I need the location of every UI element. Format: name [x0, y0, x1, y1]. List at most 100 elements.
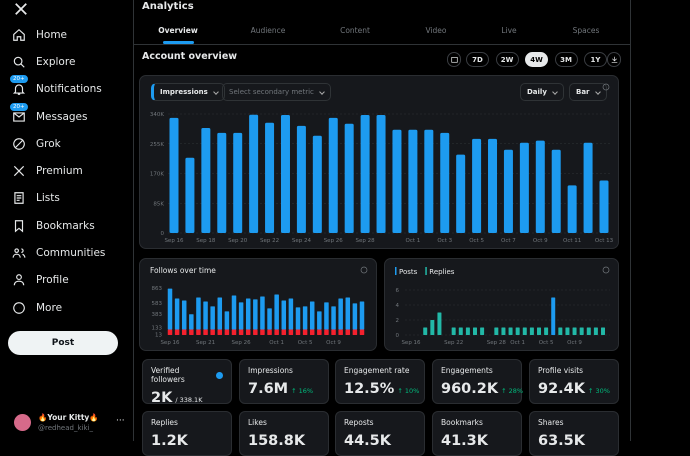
bar	[361, 115, 370, 233]
nav-item[interactable]: Profile	[12, 269, 69, 291]
range-button[interactable]: 4W	[525, 52, 548, 67]
bar	[473, 328, 477, 336]
bar	[201, 128, 210, 233]
bar	[423, 328, 427, 336]
stat-card[interactable]: Engagement rate12.5%↑ 10%	[335, 359, 425, 404]
nav-label[interactable]: Grok	[36, 138, 61, 150]
y-tick-label: 255K	[150, 142, 164, 148]
nav-item[interactable]: Bookmarks	[12, 215, 95, 237]
x-tick-label: Sep 18	[196, 238, 216, 244]
tab[interactable]: Audience	[251, 26, 286, 35]
profile-name[interactable]: 🔥Your Kitty🔥	[38, 413, 99, 422]
calendar-button[interactable]	[447, 52, 461, 67]
bar	[265, 123, 274, 233]
bar	[568, 185, 577, 233]
y-tick-label: 383	[152, 312, 163, 318]
x-logo[interactable]	[14, 2, 28, 16]
stat-value: 63.5K	[538, 433, 610, 449]
x-tick-label: Oct 13	[595, 238, 614, 244]
nav-label[interactable]: Profile	[36, 274, 69, 286]
stat-label: Engagement rate	[344, 366, 416, 375]
bar	[274, 295, 279, 330]
tab[interactable]: Overview	[158, 26, 198, 35]
range-button[interactable]: 1Y	[584, 52, 607, 67]
nav-item[interactable]: Premium	[12, 160, 83, 182]
bar	[296, 307, 301, 329]
nav-label[interactable]: Premium	[36, 165, 83, 177]
nav-label[interactable]: Lists	[36, 192, 60, 204]
nav-label[interactable]: Messages	[36, 111, 88, 123]
nav-label[interactable]: Bookmarks	[36, 220, 95, 232]
tab[interactable]: Video	[425, 26, 446, 35]
stat-card[interactable]: Replies1.2K	[142, 411, 232, 456]
stat-label-text: Shares	[538, 418, 564, 427]
nav-label[interactable]: Communities	[36, 247, 105, 259]
tab[interactable]: Spaces	[573, 26, 600, 35]
legend-label: Posts	[399, 268, 418, 276]
bar	[313, 136, 322, 233]
stat-card[interactable]: Impressions7.6M↑ 16%	[239, 359, 329, 404]
stat-card[interactable]: Shares 63.5K	[529, 411, 619, 456]
nav-label[interactable]: More	[36, 302, 62, 314]
info-icon[interactable]	[603, 84, 609, 90]
posts-panel: 0246Sep 16Sep 22Sep 28Oct 1Oct 5Oct 9Pos…	[384, 258, 619, 351]
range-button[interactable]: 3M	[555, 52, 578, 67]
stat-card[interactable]: Reposts44.5K	[335, 411, 425, 456]
nav-item[interactable]: Home	[12, 24, 67, 46]
stat-label: Profile visits	[538, 366, 610, 375]
bar	[360, 301, 365, 329]
bar	[331, 306, 336, 329]
stat-label: Reposts	[344, 418, 416, 427]
stat-card[interactable]: Profile visits92.4K↑ 30%	[529, 359, 619, 404]
nav-label[interactable]: Notifications	[36, 83, 102, 95]
x-tick-label: Oct 5	[469, 238, 484, 244]
nav-item[interactable]: Explore	[12, 51, 75, 73]
bar	[317, 330, 322, 335]
range-button[interactable]: 7D	[466, 52, 489, 67]
range-button[interactable]: 2W	[496, 52, 519, 67]
bar	[170, 118, 179, 233]
stat-label: Replies	[151, 418, 223, 427]
bar	[537, 328, 541, 336]
impressions-chart: 085K170K255K340KSep 16Sep 18Sep 20Sep 22…	[140, 76, 618, 248]
tab[interactable]: Live	[501, 26, 516, 35]
y-tick-label: 340K	[150, 112, 164, 118]
nav-icon	[12, 28, 26, 42]
stat-card[interactable]: Engagements960.2K↑ 28%	[432, 359, 522, 404]
nav-item[interactable]: Communities	[12, 242, 105, 264]
stat-card[interactable]: Bookmarks 41.3K	[432, 411, 522, 456]
stat-card[interactable]: Likes158.8K	[239, 411, 329, 456]
icon-path	[14, 57, 24, 67]
info-icon[interactable]	[361, 267, 367, 273]
nav-label[interactable]: Home	[36, 29, 67, 41]
bar	[310, 301, 315, 329]
nav-item[interactable]: Grok	[12, 133, 61, 155]
bar	[523, 328, 527, 336]
stat-value: 41.3K	[441, 433, 513, 449]
bar	[331, 330, 336, 335]
download-button[interactable]	[607, 52, 621, 67]
icon-path	[15, 193, 23, 204]
post-button[interactable]: Post	[8, 331, 118, 355]
nav-label[interactable]: Explore	[36, 56, 75, 68]
nav-item[interactable]: More	[12, 297, 62, 319]
nav-item[interactable]: Messages20+	[12, 106, 88, 128]
chart-title: Follows over time	[150, 266, 216, 275]
more-dots[interactable]: ···	[116, 416, 125, 426]
y-tick-label: 4	[396, 303, 400, 309]
nav-icon	[12, 273, 26, 287]
stat-label: Bookmarks	[441, 418, 513, 427]
bar	[424, 130, 433, 233]
nav-item[interactable]: Lists	[12, 187, 60, 209]
nav-item[interactable]: Notifications20+	[12, 78, 102, 100]
x-tick-label: Oct 5	[298, 340, 313, 346]
bar	[338, 298, 343, 329]
x-tick-label: Sep 26	[324, 238, 344, 244]
avatar[interactable]	[14, 414, 31, 431]
bar	[274, 330, 279, 335]
bar	[267, 330, 272, 335]
stat-card[interactable]: Verified followers2K/ 338.1K	[142, 359, 232, 404]
bar	[565, 328, 569, 336]
info-icon[interactable]	[603, 267, 609, 273]
tab[interactable]: Content	[340, 26, 370, 35]
